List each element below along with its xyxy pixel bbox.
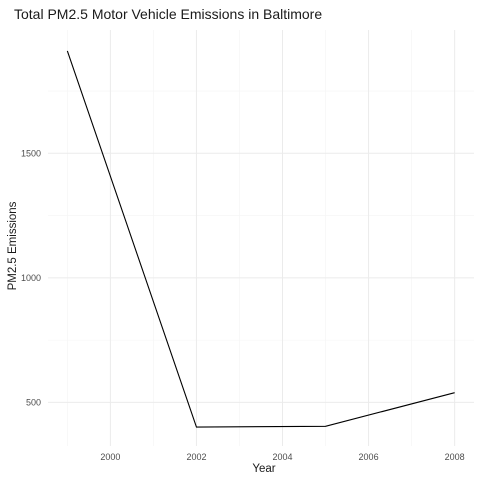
chart-title: Total PM2.5 Motor Vehicle Emissions in B…: [14, 6, 322, 22]
y-axis-ticks: 500 1000 1500: [21, 148, 41, 407]
x-tick-label: 2002: [186, 452, 206, 462]
y-tick-label: 1500: [21, 148, 41, 158]
x-tick-label: 2008: [445, 452, 465, 462]
series-layer: [66, 50, 455, 428]
x-axis-label: Year: [252, 463, 275, 475]
y-axis-label: PM2.5 Emissions: [7, 201, 19, 290]
x-tick-label: 2004: [272, 452, 292, 462]
series-line: [66, 50, 455, 428]
x-tick-label: 2000: [100, 452, 120, 462]
x-axis-ticks: 2000 2002 2004 2006 2008: [100, 452, 464, 462]
x-tick-label: 2006: [359, 452, 379, 462]
y-tick-label: 500: [26, 397, 41, 407]
grid: [48, 30, 474, 446]
y-tick-label: 1000: [21, 273, 41, 283]
